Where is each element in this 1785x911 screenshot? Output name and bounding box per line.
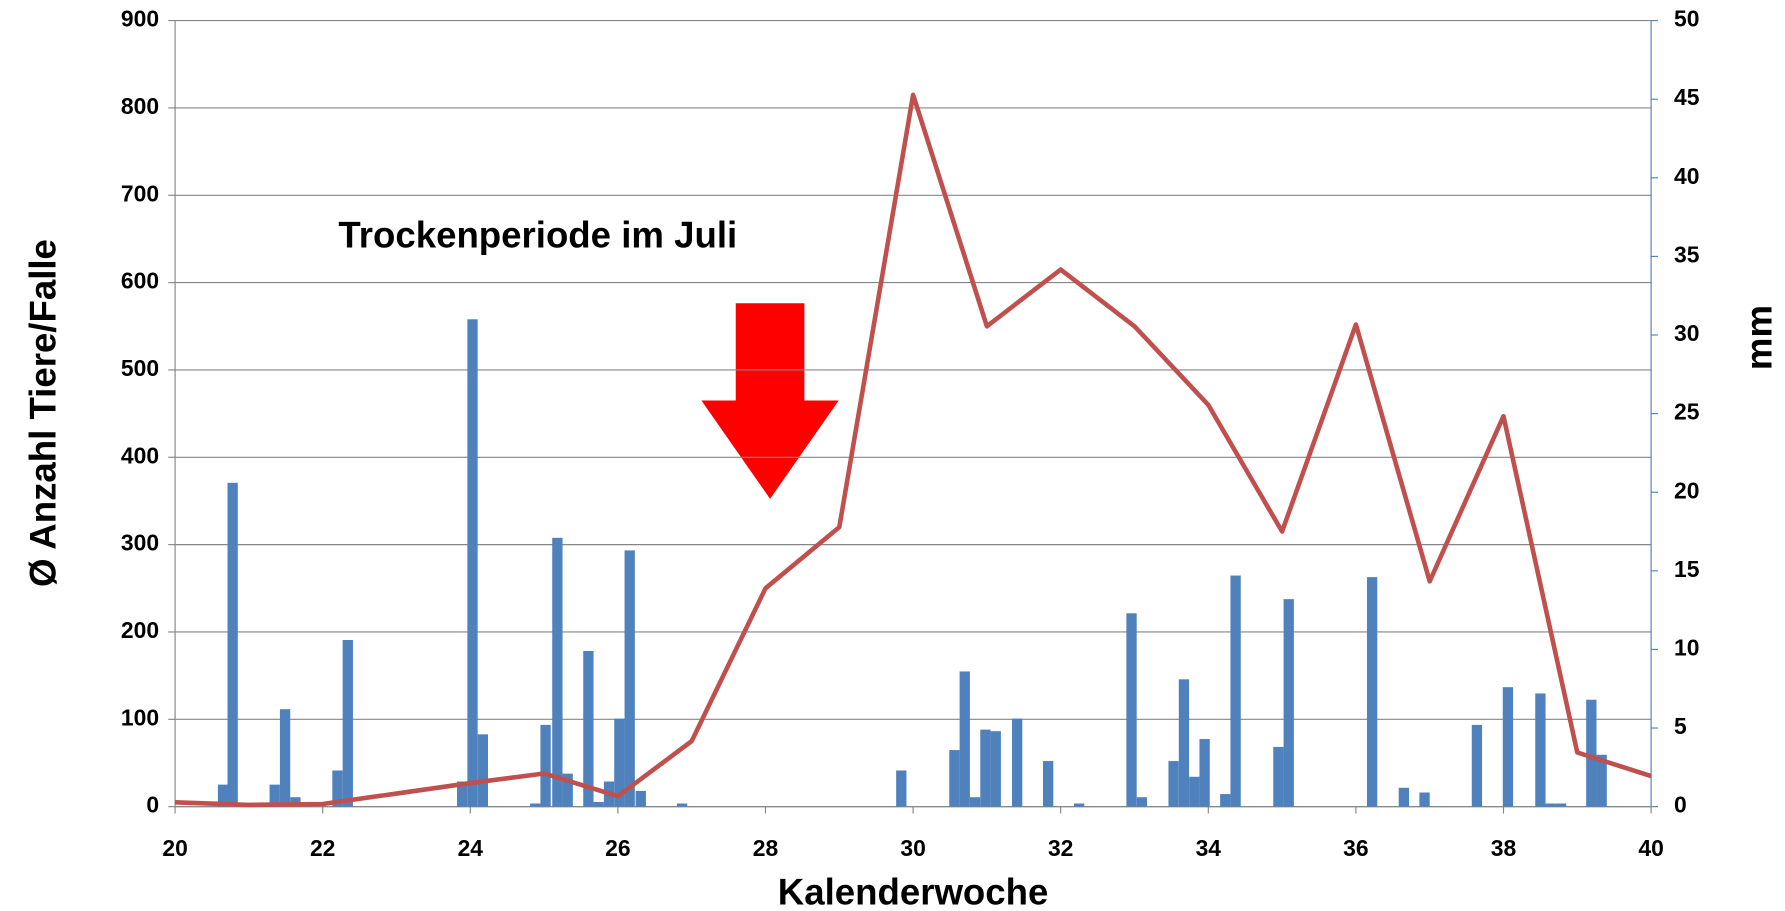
- bar: [290, 797, 301, 807]
- bar: [949, 750, 960, 807]
- bar: [624, 550, 635, 807]
- annotation: Trockenperiode im Juli: [338, 215, 737, 256]
- bar: [457, 781, 468, 807]
- bar: [227, 482, 238, 807]
- bar: [279, 709, 291, 807]
- bar: [1419, 792, 1430, 807]
- bar: [467, 319, 478, 807]
- bar: [1189, 776, 1200, 807]
- bar: [1126, 613, 1137, 807]
- y-tick-label: 700: [121, 180, 159, 206]
- bar: [477, 734, 488, 807]
- y-tick-label: 900: [121, 6, 159, 32]
- bar: [980, 729, 991, 807]
- bar: [1596, 754, 1607, 807]
- x-axis-title: Kalenderwoche: [778, 871, 1049, 911]
- bar: [552, 537, 563, 807]
- bar: [1283, 599, 1294, 807]
- x-tick-label: 22: [310, 835, 335, 861]
- bar: [1012, 718, 1023, 807]
- bar: [1199, 739, 1210, 807]
- bar: [540, 724, 551, 807]
- bar: [1220, 794, 1231, 807]
- bar: [1043, 761, 1054, 807]
- bar: [1502, 687, 1514, 807]
- bar: [1366, 577, 1378, 807]
- bar: [1168, 761, 1179, 807]
- y-tick-label: 0: [146, 792, 159, 818]
- x-tick-label: 36: [1343, 835, 1368, 861]
- bar: [969, 797, 981, 807]
- bar: [217, 784, 229, 807]
- bar: [1178, 679, 1190, 807]
- bar: [896, 770, 907, 807]
- bar: [562, 773, 573, 807]
- y2-axis-title: mm: [1739, 305, 1780, 370]
- bar: [1471, 724, 1483, 807]
- y-tick-label: 200: [121, 617, 159, 643]
- bar: [332, 770, 343, 807]
- x-tick-label: 40: [1638, 835, 1663, 861]
- bar: [1230, 575, 1241, 807]
- bar: [1555, 803, 1567, 807]
- bar: [1535, 693, 1546, 807]
- y2-tick-label: 15: [1674, 556, 1700, 582]
- x-tick-label: 38: [1491, 835, 1517, 861]
- bar: [1273, 746, 1284, 807]
- bar: [1545, 803, 1556, 807]
- bar: [530, 803, 541, 807]
- bar: [614, 718, 625, 807]
- y-tick-label: 400: [121, 442, 159, 468]
- x-tick-label: 24: [458, 835, 484, 861]
- x-tick-label: 28: [753, 835, 779, 861]
- bar: [635, 790, 646, 807]
- y-tick-label: 300: [121, 530, 159, 556]
- y2-tick-label: 50: [1674, 6, 1699, 32]
- y-axis-title: Ø Anzahl Tiere/Falle: [22, 239, 63, 587]
- line: [175, 92, 1652, 808]
- y2-tick-label: 25: [1674, 399, 1700, 425]
- bar: [959, 671, 970, 807]
- bar: [583, 651, 594, 807]
- y2-tick-label: 30: [1674, 320, 1699, 346]
- y2-tick-label: 20: [1674, 477, 1699, 503]
- x-tick-label: 30: [900, 835, 925, 861]
- y2-tick-label: 5: [1674, 713, 1687, 739]
- arrow: [701, 303, 839, 499]
- bar: [269, 784, 280, 807]
- y-tick-label: 600: [121, 268, 159, 294]
- bar: [1398, 787, 1410, 807]
- y2-tick-label: 40: [1674, 163, 1699, 189]
- y-tick-label: 800: [121, 93, 159, 119]
- y2-tick-label: 45: [1674, 84, 1700, 110]
- bar: [1073, 803, 1085, 807]
- bar: [593, 801, 604, 807]
- bar: [1136, 797, 1148, 807]
- bar: [342, 640, 353, 807]
- y2-tick-label: 0: [1674, 792, 1687, 818]
- x-tick-label: 32: [1048, 835, 1073, 861]
- y2-tick-label: 10: [1674, 634, 1699, 660]
- y-tick-label: 500: [121, 355, 159, 381]
- x-tick-label: 34: [1196, 835, 1222, 861]
- x-tick-label: 26: [605, 835, 630, 861]
- y-tick-label: 100: [121, 704, 159, 730]
- y2-tick-label: 35: [1674, 241, 1700, 267]
- x-tick-label: 20: [162, 835, 187, 861]
- bar: [990, 731, 1001, 807]
- bar: [676, 803, 688, 807]
- bar: [1586, 699, 1597, 807]
